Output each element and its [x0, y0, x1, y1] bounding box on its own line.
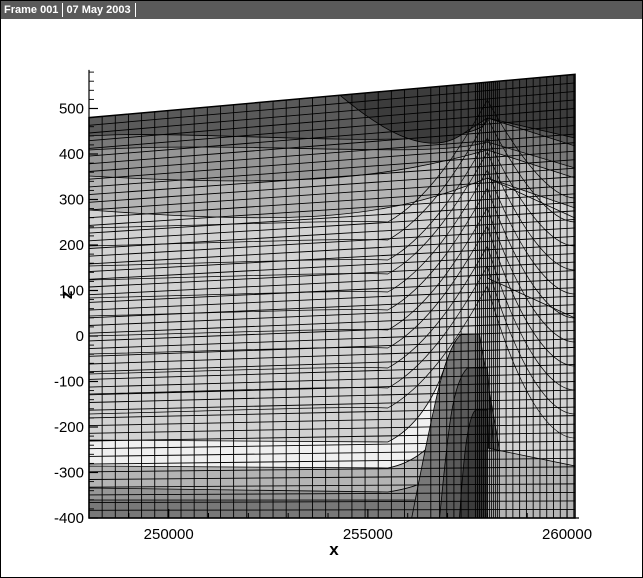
contour-band-top	[338, 74, 576, 144]
mesh-row-line	[89, 125, 576, 165]
mesh-row-line	[89, 150, 576, 188]
mesh-row-line	[89, 82, 576, 126]
mesh-row-line	[89, 398, 576, 411]
mesh-row-line	[89, 218, 576, 249]
x-axis-title: x	[329, 540, 339, 559]
z-tick-label: 400	[59, 146, 84, 163]
z-axis-title: z	[57, 291, 76, 300]
contour-bands	[89, 74, 576, 518]
mesh-row-line	[89, 184, 576, 219]
contour-line	[89, 137, 576, 267]
mesh-row-line	[89, 440, 576, 450]
frame-date-label: 07 May 2003	[63, 3, 136, 18]
mesh-row-line	[89, 321, 576, 342]
contour-line	[89, 169, 576, 299]
mesh-row-line	[89, 312, 576, 334]
mesh-row-line	[89, 500, 576, 504]
mesh-row-line	[89, 261, 576, 288]
contour-line	[89, 99, 576, 229]
mesh-row-line	[89, 406, 576, 419]
grid-mesh	[89, 74, 576, 518]
mesh-row-line	[89, 210, 576, 242]
mesh-row-line	[89, 457, 576, 465]
mesh-row-line	[89, 116, 576, 157]
mesh-row-line	[89, 278, 576, 303]
mesh-row-line	[89, 338, 576, 357]
mesh-row-line	[89, 474, 576, 480]
contour-plot: 250000 255000 260000 -400 -300 -200 -100 0 100 20…	[54, 69, 592, 559]
x-tick-label: 260000	[542, 526, 592, 543]
z-tick-label: -400	[54, 510, 84, 527]
mesh-row-line	[89, 491, 576, 496]
z-tick-label: 100	[59, 283, 84, 300]
contour-line	[89, 265, 576, 415]
mesh-row-line	[89, 176, 576, 211]
axes: 250000 255000 260000 -400 -300 -200 -100 0 100 20…	[54, 69, 592, 543]
mesh-row-line	[89, 381, 576, 396]
mesh-row-line	[89, 236, 576, 265]
contour-line	[89, 285, 576, 439]
z-tick-label: 0	[76, 328, 84, 345]
contour-line	[89, 225, 576, 367]
mesh-row-line	[89, 133, 576, 172]
mesh-row-line	[89, 509, 576, 511]
z-tick-label: -200	[54, 419, 84, 436]
mesh-row-line	[89, 142, 576, 180]
mesh-row-line	[89, 304, 576, 326]
mesh-row-line	[89, 193, 576, 226]
mesh-row-line	[89, 201, 576, 234]
mesh-row-line	[89, 363, 576, 380]
frame-header-bar: Frame 001 07 May 2003	[1, 1, 642, 19]
mesh-row-line	[89, 415, 576, 427]
x-tick-label: 255000	[343, 526, 393, 543]
mesh-row-line	[89, 253, 576, 280]
z-tick-label: 500	[59, 101, 84, 118]
mesh-row-line	[89, 167, 576, 203]
mesh-row-line	[89, 270, 576, 296]
mesh-row-line	[89, 466, 576, 473]
x-tick-label: 250000	[144, 526, 194, 543]
z-tick-label: -300	[54, 465, 84, 482]
contour-line	[89, 207, 576, 343]
mesh-row-line	[89, 295, 576, 319]
contour-line	[89, 117, 576, 247]
mesh-row-line	[89, 108, 576, 149]
mesh-row-line	[89, 483, 576, 488]
mesh-row-line	[89, 287, 576, 311]
mesh-row-line	[89, 432, 576, 442]
z-tick-label: 200	[59, 237, 84, 254]
mesh-row-line	[89, 346, 576, 365]
z-tick-label: -100	[54, 374, 84, 391]
contour-line	[89, 151, 576, 281]
frame-number-label: Frame 001	[1, 3, 64, 18]
mesh-row-line	[89, 423, 576, 434]
mesh-row-line	[89, 244, 576, 273]
mesh-row-line	[89, 372, 576, 388]
mesh-row-line	[89, 355, 576, 373]
mesh-row-line	[89, 389, 576, 403]
mesh-row-line	[89, 90, 576, 134]
mesh-row-line	[89, 227, 576, 257]
z-tick-label: 300	[59, 192, 84, 209]
mesh-row-line	[89, 99, 576, 142]
mesh-row-line	[89, 449, 576, 457]
mesh-row-line	[89, 159, 576, 196]
mesh-row-line	[89, 329, 576, 350]
